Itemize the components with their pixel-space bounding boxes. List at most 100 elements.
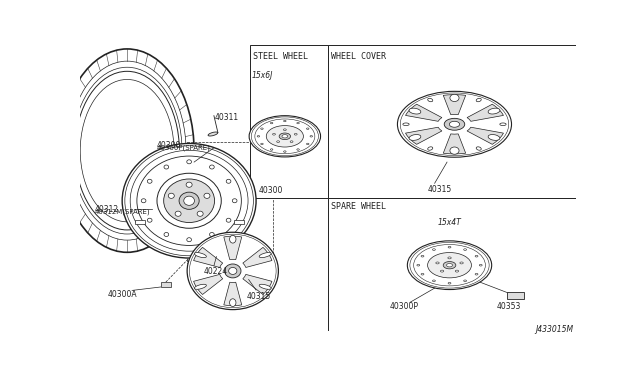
Ellipse shape [226, 179, 231, 183]
Circle shape [284, 151, 286, 152]
Circle shape [460, 262, 463, 264]
Circle shape [444, 118, 465, 130]
Ellipse shape [226, 218, 231, 222]
Ellipse shape [80, 80, 174, 222]
Circle shape [290, 141, 293, 142]
Ellipse shape [147, 179, 152, 183]
Ellipse shape [409, 108, 421, 114]
Circle shape [270, 122, 273, 124]
Ellipse shape [209, 165, 214, 169]
Polygon shape [467, 104, 504, 121]
Text: 40312: 40312 [95, 205, 119, 214]
Ellipse shape [208, 132, 218, 136]
Ellipse shape [209, 232, 214, 237]
Polygon shape [224, 236, 242, 260]
Bar [328, 45, 576, 198]
Ellipse shape [197, 211, 203, 216]
Text: 40300: 40300 [259, 186, 283, 195]
Text: 40300: 40300 [157, 141, 181, 150]
Polygon shape [224, 282, 242, 306]
Text: J433015M: J433015M [536, 326, 573, 334]
Text: 40311: 40311 [215, 113, 239, 122]
Text: 40224: 40224 [204, 267, 228, 276]
Polygon shape [406, 104, 442, 121]
Ellipse shape [187, 232, 278, 310]
Circle shape [448, 257, 451, 259]
Circle shape [440, 270, 444, 272]
Bar [250, 45, 328, 198]
Ellipse shape [195, 253, 206, 257]
Circle shape [273, 134, 275, 135]
Circle shape [417, 264, 420, 266]
Ellipse shape [175, 211, 181, 216]
Ellipse shape [259, 284, 271, 289]
Text: 15x4T: 15x4T [438, 218, 461, 227]
Ellipse shape [428, 98, 433, 102]
Circle shape [407, 241, 492, 289]
Circle shape [279, 133, 291, 140]
Polygon shape [406, 127, 442, 144]
Circle shape [307, 128, 309, 129]
Ellipse shape [147, 218, 152, 222]
Ellipse shape [164, 165, 169, 169]
Ellipse shape [500, 123, 506, 126]
Ellipse shape [230, 299, 236, 307]
Polygon shape [193, 247, 223, 267]
Text: 15x6J: 15x6J [252, 71, 273, 80]
Ellipse shape [186, 182, 192, 187]
Circle shape [448, 282, 451, 284]
Circle shape [428, 253, 472, 278]
Text: SPARE WHEEL: SPARE WHEEL [332, 202, 387, 211]
Circle shape [443, 262, 456, 269]
Text: STEEL WHEEL: STEEL WHEEL [253, 52, 308, 61]
Circle shape [297, 149, 300, 150]
Ellipse shape [164, 232, 169, 237]
Ellipse shape [409, 135, 421, 140]
Circle shape [266, 126, 303, 147]
Ellipse shape [476, 147, 481, 150]
Text: 40312M(SPARE): 40312M(SPARE) [95, 209, 150, 215]
Circle shape [310, 135, 312, 137]
Circle shape [257, 135, 260, 137]
Ellipse shape [476, 98, 481, 102]
Polygon shape [193, 275, 223, 295]
Ellipse shape [230, 235, 236, 243]
Circle shape [455, 270, 459, 272]
Polygon shape [444, 94, 466, 115]
Polygon shape [467, 127, 504, 144]
Ellipse shape [164, 179, 214, 222]
Ellipse shape [450, 94, 459, 102]
FancyBboxPatch shape [507, 292, 524, 299]
Text: 40353: 40353 [497, 302, 521, 311]
Circle shape [294, 134, 297, 135]
Ellipse shape [141, 199, 146, 203]
Circle shape [479, 264, 482, 266]
Circle shape [284, 129, 286, 131]
Circle shape [448, 246, 451, 248]
Circle shape [436, 262, 439, 264]
Circle shape [421, 273, 424, 275]
Ellipse shape [428, 147, 433, 150]
Ellipse shape [450, 147, 459, 154]
Circle shape [464, 280, 467, 282]
FancyBboxPatch shape [234, 220, 244, 224]
Ellipse shape [168, 193, 174, 198]
Ellipse shape [259, 253, 271, 257]
Circle shape [260, 128, 263, 129]
Ellipse shape [187, 160, 191, 164]
Circle shape [282, 135, 288, 138]
Polygon shape [243, 247, 272, 267]
Ellipse shape [488, 135, 500, 140]
Ellipse shape [225, 264, 241, 278]
Bar [328, 198, 576, 331]
Ellipse shape [184, 196, 195, 205]
Ellipse shape [228, 267, 237, 275]
Text: 40300A: 40300A [108, 289, 137, 299]
Ellipse shape [232, 199, 237, 203]
Circle shape [270, 149, 273, 150]
Ellipse shape [204, 193, 210, 198]
Circle shape [307, 143, 309, 145]
Circle shape [475, 255, 478, 257]
Ellipse shape [122, 144, 256, 258]
Ellipse shape [179, 192, 199, 209]
